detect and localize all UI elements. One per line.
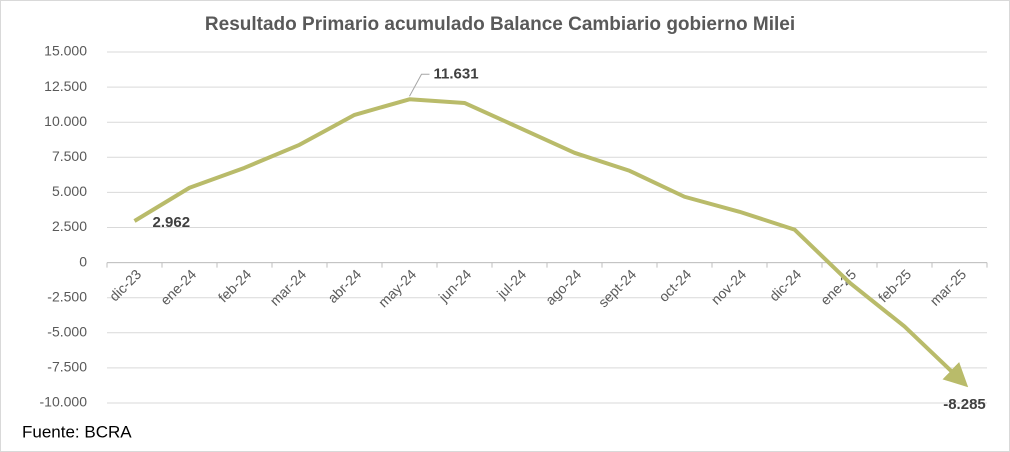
data-label: 11.631 (434, 65, 479, 82)
y-tick-label: 0 (79, 253, 87, 269)
source: Fuente: BCRA (22, 422, 132, 441)
y-tick-label: -10.000 (40, 394, 88, 410)
y-tick-label: -7.500 (47, 359, 87, 375)
data-label: 2.962 (153, 214, 191, 231)
y-tick-label: -2.500 (47, 288, 87, 304)
chart-title: Resultado Primario acumulado Balance Cam… (205, 14, 795, 35)
data-label: -8.285 (943, 396, 986, 413)
leader-line (409, 73, 430, 97)
y-tick-label: 15.000 (44, 43, 87, 59)
line-series (133, 97, 969, 388)
y-tick-label: -5.000 (47, 324, 87, 340)
y-tick-label: 2.500 (52, 218, 87, 234)
y-tick-label: 7.500 (52, 148, 87, 164)
y-tick-label: 12.500 (44, 78, 87, 94)
y-tick-label: 5.000 (52, 183, 87, 199)
y-tick-label: 10.000 (44, 113, 87, 129)
